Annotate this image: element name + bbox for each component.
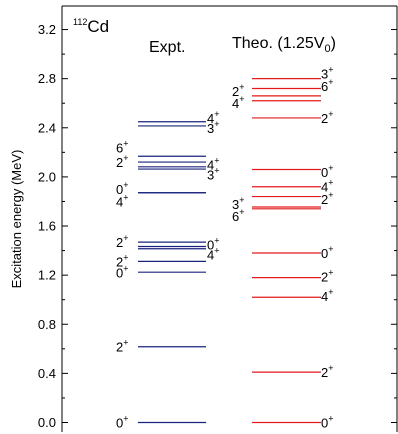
nucleus-symbol: Cd [87, 17, 109, 36]
theo-spin-label: 2+ [321, 109, 334, 126]
y-tick-label: 0.8 [38, 317, 56, 332]
expt-spin-label: 4+ [207, 109, 220, 126]
theo-spin-label: 0+ [321, 414, 334, 431]
theo-spin-label: 6+ [321, 77, 334, 94]
expt-spin-label: 0+ [116, 180, 129, 197]
theo-spin-label: 2+ [321, 190, 334, 207]
y-axis-ticks: 0.0 0.4 0.8 1.2 1.6 2.0 2.4 2.8 3.2 [38, 22, 397, 430]
theo-spin-label: 2+ [321, 267, 334, 284]
nucleus-mass: 112 [73, 17, 87, 27]
expt-spin-label: 3+ [207, 119, 220, 136]
theo-spin-label: 0+ [321, 163, 334, 180]
y-tick-label: 0.4 [38, 366, 56, 381]
expt-spin-label: 4+ [207, 156, 220, 173]
theo-spin-label: 6+ [232, 207, 245, 224]
theo-header: Theo. (1.25V0) [232, 35, 336, 55]
theo-spin-label: 4+ [321, 287, 334, 304]
expt-spin-label: 0+ [116, 414, 129, 431]
expt-spin-label: 2+ [116, 253, 129, 270]
expt-spin-label: 0+ [207, 235, 220, 252]
theo-spin-label: 4+ [232, 94, 245, 111]
theo-spin-label: 4+ [321, 178, 334, 195]
expt-levels: 0+2+0+2+ 4+0+2+0+4+3+4+2+6+3+4+ [116, 109, 220, 431]
y-tick-label: 3.2 [38, 22, 56, 37]
theo-spin-label: 2+ [321, 363, 334, 380]
expt-spin-label: 2+ [116, 153, 129, 170]
y-tick-label: 1.6 [38, 219, 56, 234]
y-axis-label: Excitation energy (MeV) [9, 150, 24, 289]
theo-levels: 0+2+4+2+0+6+3+ 2+4+0+2+4+2+ 6+3+ [232, 65, 334, 431]
theo-spin-label: 3+ [321, 65, 334, 82]
nucleus-label: 112Cd [73, 17, 109, 36]
theo-spin-label: 2+ [232, 82, 245, 99]
y-tick-label: 1.2 [38, 268, 56, 283]
expt-spin-label: 3+ [207, 165, 220, 182]
y-tick-label: 2.0 [38, 169, 56, 184]
expt-spin-label: 2+ [116, 233, 129, 250]
expt-spin-label: 4+ [116, 192, 129, 209]
y-tick-label: 2.4 [38, 120, 56, 135]
plot-frame [61, 5, 398, 432]
theo-header-sub: 0 [325, 43, 331, 55]
y-tick-label: 2.8 [38, 71, 56, 86]
expt-header: Expt. [149, 39, 185, 56]
expt-spin-label: 4+ [207, 245, 220, 262]
theo-spin-label: 3+ [232, 195, 245, 212]
expt-spin-label: 0+ [116, 264, 129, 281]
theo-header-suffix: ) [331, 35, 336, 52]
expt-spin-label: 6+ [116, 138, 129, 155]
theo-header-prefix: Theo. (1.25V [232, 35, 325, 52]
svg-text:112Cd: 112Cd [73, 17, 109, 36]
y-tick-label: 0.0 [38, 415, 56, 430]
expt-spin-label: 2+ [116, 338, 129, 355]
theo-spin-label: 0+ [321, 244, 334, 261]
